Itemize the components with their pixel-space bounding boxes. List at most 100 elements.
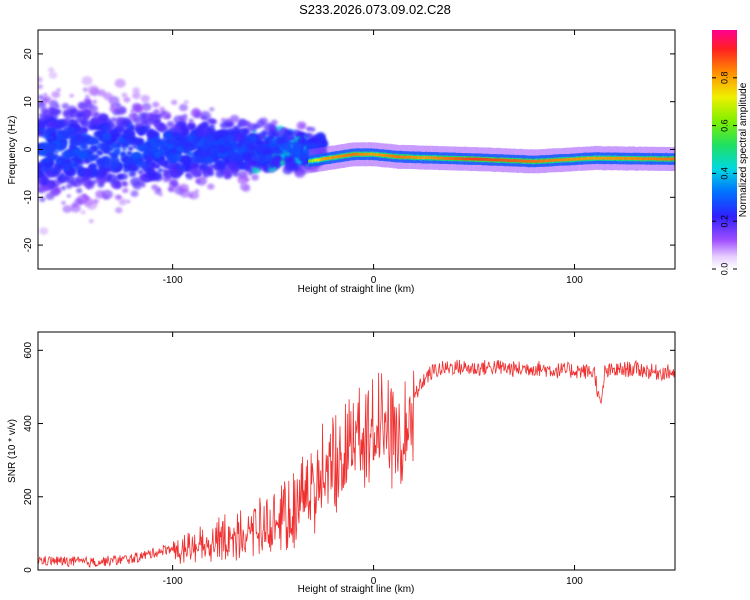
spectrogram-blob-1488 bbox=[50, 107, 60, 116]
spectrogram-blob-1152 bbox=[278, 159, 286, 166]
spectrogram-ridge-2539 bbox=[620, 156, 623, 160]
spectrogram-blob-1316 bbox=[231, 161, 238, 167]
spectrogram-blob-935 bbox=[60, 185, 66, 191]
colorbar-tick-label: 0.4 bbox=[720, 167, 730, 180]
colorbar-tick-label: 0.6 bbox=[720, 119, 730, 132]
spectrogram-blob-1348 bbox=[229, 140, 234, 145]
spectrogram-blob-1271 bbox=[76, 188, 83, 194]
spectrogram-blob-1386 bbox=[137, 169, 144, 175]
spectrogram-blob-1264 bbox=[247, 123, 258, 132]
spectrogram-blob-1454 bbox=[73, 136, 77, 140]
spectrogram-blob-1026 bbox=[103, 92, 113, 101]
spectrogram-blob-951 bbox=[85, 102, 94, 109]
spectrogram-blob-1451 bbox=[61, 177, 66, 181]
spectrogram-blob-626 bbox=[178, 103, 188, 112]
spectrogram-blob-659 bbox=[244, 165, 253, 173]
spectrogram-ridge-1827 bbox=[405, 156, 409, 159]
spectrogram-blob-966 bbox=[248, 172, 253, 176]
spectrogram-blob-450 bbox=[114, 194, 122, 200]
spectrogram-blob-1448 bbox=[303, 149, 311, 156]
spectrogram-blob-1442 bbox=[197, 127, 204, 133]
spectrogram-blob-1212 bbox=[267, 130, 277, 138]
spectrogram-blob-562 bbox=[158, 124, 169, 133]
spectrogram-blob-972 bbox=[68, 126, 76, 133]
spectrogram-ridge-1923 bbox=[434, 156, 438, 160]
spectrogram-blob-1456 bbox=[241, 129, 249, 136]
spectrogram-blob-980 bbox=[69, 94, 74, 98]
spectrogram-blob-459 bbox=[61, 103, 70, 110]
spectrogram-blob-687 bbox=[154, 188, 162, 195]
spectrogram-blob-245 bbox=[62, 205, 72, 213]
spectrogram-blob-1337 bbox=[135, 127, 143, 134]
spectrogram-blob-1452 bbox=[89, 155, 96, 161]
spectrogram-blob-1466 bbox=[54, 187, 62, 194]
spectrogram-blob-1232 bbox=[87, 85, 99, 95]
spectrogram-blob-1458 bbox=[286, 152, 290, 156]
spectrogram-blob-802 bbox=[179, 188, 191, 198]
spectrogram-blob-1327 bbox=[145, 177, 150, 182]
spectrogram-blob-1464 bbox=[208, 158, 214, 164]
spectrogram-blob-41 bbox=[92, 99, 98, 104]
spectrogram-blob-1383 bbox=[97, 113, 109, 123]
spectrogram-blob-1396 bbox=[160, 143, 165, 147]
snr-ytick-label: 0 bbox=[23, 567, 34, 573]
spectrogram-blob-1494 bbox=[177, 163, 186, 171]
spectrogram-blob-1487 bbox=[190, 162, 198, 169]
spectrogram-blob-1418 bbox=[128, 112, 138, 121]
spectrogram-blob-1180 bbox=[252, 155, 258, 160]
spectrogram-blob-1034 bbox=[147, 112, 151, 117]
spectrogram-blob-197 bbox=[88, 219, 94, 224]
spectrogram-blob-623 bbox=[43, 93, 48, 97]
snr-y-label: SNR (10 * v/v) bbox=[7, 419, 18, 483]
spectrogram-blob-1388 bbox=[172, 130, 180, 137]
spectrogram-ridge-1963 bbox=[446, 157, 450, 160]
spectrogram-blob-808 bbox=[120, 151, 127, 157]
spectrogram-blob-1468 bbox=[156, 143, 161, 148]
spectrogram-ridge-1855 bbox=[414, 156, 417, 159]
spectrogram-blob-1496 bbox=[281, 133, 289, 140]
spectrogram-blob-725 bbox=[58, 142, 67, 150]
spectrogram-blob-1477 bbox=[213, 131, 221, 137]
spectrogram-ridge-1739 bbox=[379, 153, 382, 157]
spectrogram-blob-1090 bbox=[251, 174, 259, 181]
spectrogram-blob-1375 bbox=[237, 149, 244, 155]
spectrogram-blob-1415 bbox=[88, 164, 96, 170]
spectrogram-ridge-2115 bbox=[492, 158, 496, 162]
spectrogram-blob-493 bbox=[61, 201, 66, 205]
spectrogram-ridge-2127 bbox=[496, 158, 499, 162]
spectrogram-blob-745 bbox=[165, 164, 172, 169]
spectrogram-ridge-2399 bbox=[578, 157, 581, 161]
spectrogram-blob-1389 bbox=[155, 138, 162, 144]
spectrogram-blob-581 bbox=[183, 100, 189, 104]
spectrogram-ridge-2679 bbox=[662, 157, 666, 161]
spectrogram-blob-1332 bbox=[316, 145, 327, 155]
chart-title: S233.2026.073.09.02.C28 bbox=[299, 2, 451, 17]
spectrogram-blob-1467 bbox=[242, 137, 251, 145]
spectrogram-xtick-label: 0 bbox=[371, 275, 377, 286]
spectrogram-blob-1482 bbox=[97, 142, 102, 146]
spectrogram-ridge-2059 bbox=[475, 157, 479, 161]
spectrogram-blob-1371 bbox=[212, 156, 220, 163]
spectrogram-blob-1374 bbox=[189, 152, 195, 157]
snr-xtick-label: 100 bbox=[566, 576, 583, 587]
spectrogram-blob-1304 bbox=[151, 184, 159, 191]
spectrogram-blob-1391 bbox=[234, 127, 240, 132]
spectrogram-blob-1317 bbox=[233, 132, 245, 143]
colorbar-tick-label: 0.8 bbox=[720, 72, 730, 85]
spectrogram-blob-1176 bbox=[61, 150, 72, 160]
spectrogram-blob-803 bbox=[122, 147, 127, 152]
spectrogram-blob-1296 bbox=[249, 160, 257, 167]
spectrogram-blob-1030 bbox=[67, 194, 71, 198]
spectrogram-ridge-1651 bbox=[352, 153, 356, 156]
spectrogram-blob-843 bbox=[239, 182, 250, 191]
spectrogram-blob-1324 bbox=[78, 128, 82, 132]
spectrogram-blob-1135 bbox=[99, 181, 104, 185]
snr-ticks: -100 0 100 0 200 400 600 bbox=[23, 332, 675, 587]
spectrogram-blob-963 bbox=[133, 153, 141, 160]
spectrogram-blob-1202 bbox=[103, 149, 110, 154]
spectrogram-blob-1470 bbox=[197, 171, 202, 175]
spectrogram-blob-885 bbox=[122, 117, 131, 125]
spectrogram-blob-1018 bbox=[229, 114, 240, 123]
spectrogram-ridge-2079 bbox=[481, 157, 485, 161]
spectrogram-ridge-1991 bbox=[455, 157, 458, 161]
